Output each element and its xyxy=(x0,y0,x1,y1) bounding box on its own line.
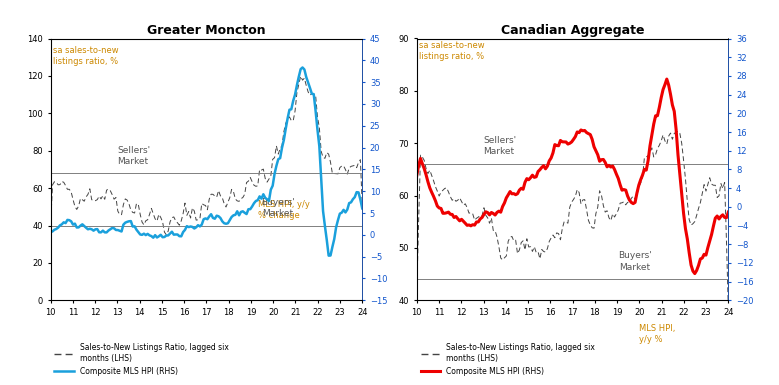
Text: MLS HPI,
y/y %: MLS HPI, y/y % xyxy=(640,324,675,344)
Text: Buyers'
Market: Buyers' Market xyxy=(618,251,652,271)
Text: MLS Home Price Indices (cont.) — Eastern Canada and Canadian Aggregate: MLS Home Price Indices (cont.) — Eastern… xyxy=(6,12,453,25)
Text: Buyers'
Market: Buyers' Market xyxy=(261,198,294,218)
Text: sa sales-to-new
listings ratio, %: sa sales-to-new listings ratio, % xyxy=(53,46,118,66)
Legend: Sales-to-New Listings Ratio, lagged six
months (LHS), Composite MLS HPI (RHS): Sales-to-New Listings Ratio, lagged six … xyxy=(55,343,228,376)
Legend: Sales-to-New Listings Ratio, lagged six
months (LHS), Composite MLS HPI (RHS): Sales-to-New Listings Ratio, lagged six … xyxy=(421,343,594,376)
Title: Greater Moncton: Greater Moncton xyxy=(147,24,266,37)
Text: Sellers'
Market: Sellers' Market xyxy=(484,136,516,156)
Text: MLS HPI, y/y
% change: MLS HPI, y/y % change xyxy=(258,200,309,220)
Title: Canadian Aggregate: Canadian Aggregate xyxy=(501,24,644,37)
Text: Sellers'
Market: Sellers' Market xyxy=(118,146,150,166)
Text: sa sales-to-new
listings ratio, %: sa sales-to-new listings ratio, % xyxy=(419,41,485,61)
